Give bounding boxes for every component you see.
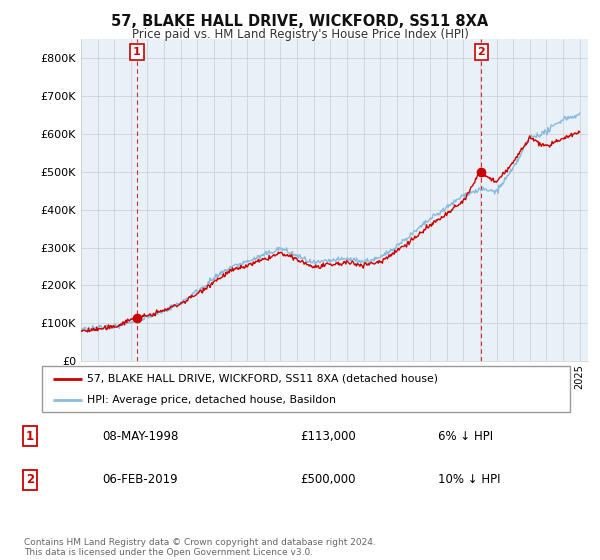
Text: 6% ↓ HPI: 6% ↓ HPI — [438, 430, 493, 443]
Text: 57, BLAKE HALL DRIVE, WICKFORD, SS11 8XA (detached house): 57, BLAKE HALL DRIVE, WICKFORD, SS11 8XA… — [87, 374, 438, 384]
Text: HPI: Average price, detached house, Basildon: HPI: Average price, detached house, Basi… — [87, 395, 336, 405]
Text: 10% ↓ HPI: 10% ↓ HPI — [438, 473, 500, 486]
Text: 06-FEB-2019: 06-FEB-2019 — [102, 473, 178, 486]
Text: 08-MAY-1998: 08-MAY-1998 — [102, 430, 178, 443]
Text: Contains HM Land Registry data © Crown copyright and database right 2024.
This d: Contains HM Land Registry data © Crown c… — [24, 538, 376, 557]
Text: 2: 2 — [478, 47, 485, 57]
Text: £500,000: £500,000 — [300, 473, 355, 486]
Text: 1: 1 — [26, 430, 34, 443]
Text: 2: 2 — [26, 473, 34, 486]
Text: Price paid vs. HM Land Registry's House Price Index (HPI): Price paid vs. HM Land Registry's House … — [131, 28, 469, 41]
Text: 57, BLAKE HALL DRIVE, WICKFORD, SS11 8XA: 57, BLAKE HALL DRIVE, WICKFORD, SS11 8XA — [112, 14, 488, 29]
Text: 1: 1 — [133, 47, 141, 57]
Text: £113,000: £113,000 — [300, 430, 356, 443]
FancyBboxPatch shape — [42, 366, 570, 412]
